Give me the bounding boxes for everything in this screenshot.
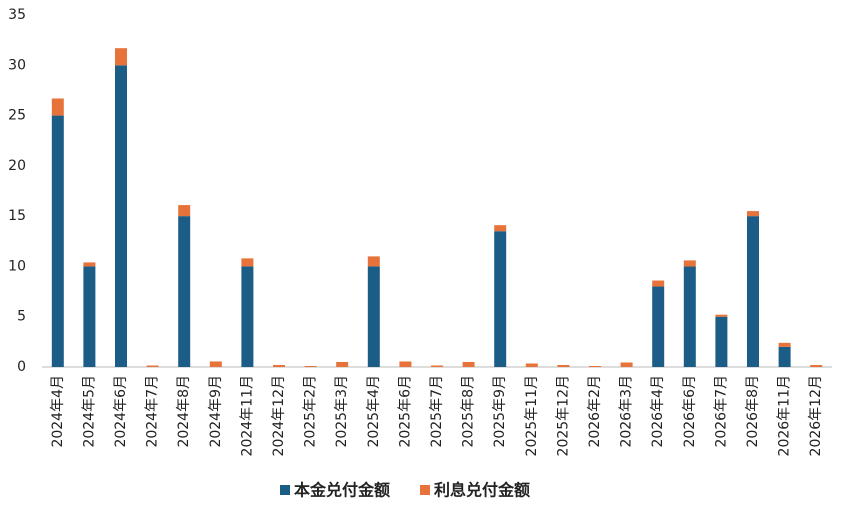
bar-segment	[747, 216, 759, 367]
bar-segment	[399, 361, 412, 367]
bar-segment	[683, 266, 696, 367]
bar-segment	[462, 361, 475, 367]
legend: 本金兑付金额 利息兑付金额	[280, 481, 530, 500]
y-tick-label: 30	[8, 57, 26, 73]
x-tick-label: 2026年2月	[587, 375, 603, 448]
bar-segment	[683, 260, 696, 267]
legend-label: 利息兑付金额	[434, 481, 530, 500]
x-tick-label: 2025年4月	[366, 375, 382, 448]
bar-segment	[146, 365, 159, 367]
bar-segment	[115, 65, 127, 368]
bar-segment	[241, 266, 254, 367]
x-tick-label: 2025年12月	[555, 375, 571, 456]
bar-segment	[367, 266, 380, 367]
x-tick-label: 2026年4月	[650, 375, 666, 448]
bar-segment	[557, 364, 570, 367]
bar-segment	[178, 216, 191, 367]
y-tick-label: 25	[8, 108, 26, 124]
x-tick-label: 2025年11月	[524, 375, 540, 456]
x-tick-label: 2026年3月	[619, 375, 635, 448]
bar-segment	[241, 258, 254, 267]
bar-segment	[209, 361, 222, 367]
x-tick-label: 2025年8月	[461, 375, 477, 448]
x-tick-label: 2024年11月	[239, 375, 255, 456]
bar-segment	[652, 286, 665, 367]
bar-segment	[83, 266, 96, 367]
x-tick-label: 2024年8月	[176, 375, 192, 448]
bar-segment	[83, 262, 96, 267]
bar-segment	[778, 346, 791, 367]
x-tick-label: 2025年6月	[397, 375, 413, 448]
x-tick-label: 2024年5月	[81, 375, 97, 448]
x-tick-label: 2024年4月	[50, 375, 66, 448]
bar-segment	[273, 364, 285, 367]
bar-segment	[494, 225, 507, 232]
bar-segment	[620, 362, 633, 367]
y-tick-label: 0	[17, 359, 26, 375]
bar-segment	[810, 364, 823, 367]
bar-segment	[589, 365, 601, 367]
x-tick-label: 2026年12月	[808, 375, 824, 456]
y-tick-label: 20	[8, 158, 26, 174]
bar-segment	[431, 365, 443, 367]
x-tick-label: 2026年8月	[745, 375, 761, 448]
bar-segment	[178, 205, 191, 217]
x-tick-label: 2024年12月	[271, 375, 287, 456]
x-tick-label: 2024年7月	[145, 375, 161, 448]
bar-segment	[747, 211, 759, 217]
legend-swatch	[280, 485, 290, 495]
bar-segment	[652, 280, 665, 287]
x-tick-label: 2026年6月	[682, 375, 698, 448]
y-tick-label: 10	[8, 258, 26, 274]
y-tick-label: 15	[8, 208, 26, 224]
bar-segment	[304, 365, 317, 367]
x-tick-label: 2026年11月	[777, 375, 793, 456]
y-tick-label: 5	[17, 309, 26, 325]
legend-label: 本金兑付金额	[294, 481, 390, 500]
x-tick-label: 2024年6月	[113, 375, 129, 448]
x-tick-label: 2026年7月	[713, 375, 729, 448]
bar-segment	[367, 256, 380, 267]
bar-segment	[494, 231, 507, 367]
bar-segment	[115, 48, 127, 66]
bar-segment	[715, 316, 728, 367]
x-tick-label: 2025年7月	[429, 375, 445, 448]
y-tick-label: 35	[8, 7, 26, 23]
x-tick-label: 2025年2月	[303, 375, 319, 448]
x-tick-label: 2025年9月	[492, 375, 508, 448]
x-tick-label: 2024年9月	[208, 375, 224, 448]
x-tick-label: 2025年3月	[334, 375, 350, 448]
bar-segment	[715, 314, 728, 317]
bar-segment	[51, 115, 64, 367]
bar-segment	[51, 98, 64, 116]
bar-segment	[336, 361, 349, 367]
legend-swatch	[420, 485, 431, 495]
bar-segment	[525, 363, 538, 367]
bar-segment	[778, 342, 791, 347]
